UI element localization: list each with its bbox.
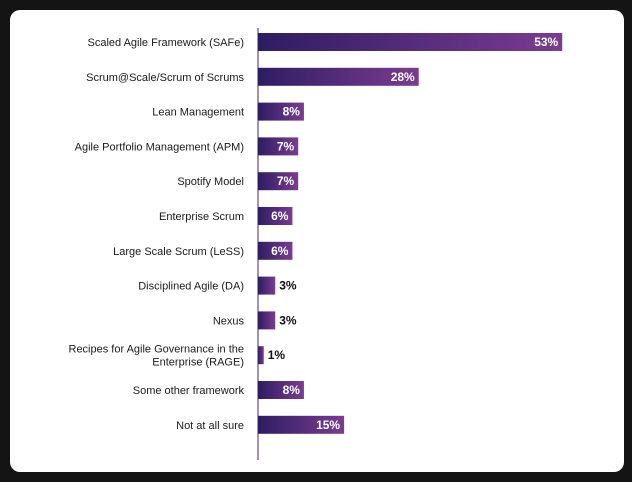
value-label: 7% <box>277 139 295 153</box>
category-label: Enterprise Scrum <box>159 211 244 223</box>
framework-bar-chart: Scaled Agile Framework (SAFe) 53% Scrum@Sc… <box>69 28 563 460</box>
category-label: Disciplined Agile (DA) <box>138 281 244 293</box>
category-label: Not at all sure <box>176 420 244 432</box>
category-label: Large Scale Scrum (LeSS) <box>113 246 244 258</box>
bar <box>258 33 563 51</box>
category-label: Some other framework <box>133 385 245 397</box>
value-label: 1% <box>268 348 286 362</box>
bar <box>258 67 419 86</box>
category-label: Agile Portfolio Management (APM) <box>75 141 244 153</box>
category-label: Nexus <box>213 315 245 327</box>
bar <box>258 311 276 330</box>
category-label: Lean Management <box>152 107 244 119</box>
value-label: 8% <box>283 383 301 397</box>
bar <box>258 207 293 225</box>
value-label: 6% <box>271 209 289 223</box>
value-label: 7% <box>277 174 295 188</box>
category-label: Scrum@Scale/Scrum of Scrums <box>86 72 244 84</box>
value-label: 6% <box>271 244 289 258</box>
bar <box>258 381 304 399</box>
bar <box>258 346 264 365</box>
chart-card: Scaled Agile Framework (SAFe) 53% Scrum@Sc… <box>10 10 624 472</box>
value-label: 8% <box>283 105 301 119</box>
value-label: 28% <box>391 70 415 84</box>
bar <box>258 137 299 156</box>
value-label: 3% <box>279 313 297 327</box>
bar <box>258 241 293 260</box>
category-label: Spotify Model <box>177 176 244 188</box>
value-label: 15% <box>316 418 340 432</box>
category-label: Recipes for Agile Governance in the Enter… <box>69 344 245 369</box>
category-label: Scaled Agile Framework (SAFe) <box>88 37 245 49</box>
value-label: 53% <box>534 35 558 49</box>
value-label: 3% <box>279 279 297 293</box>
bar <box>258 276 276 295</box>
bar <box>258 102 304 121</box>
bar <box>258 415 345 434</box>
bar <box>258 172 299 191</box>
